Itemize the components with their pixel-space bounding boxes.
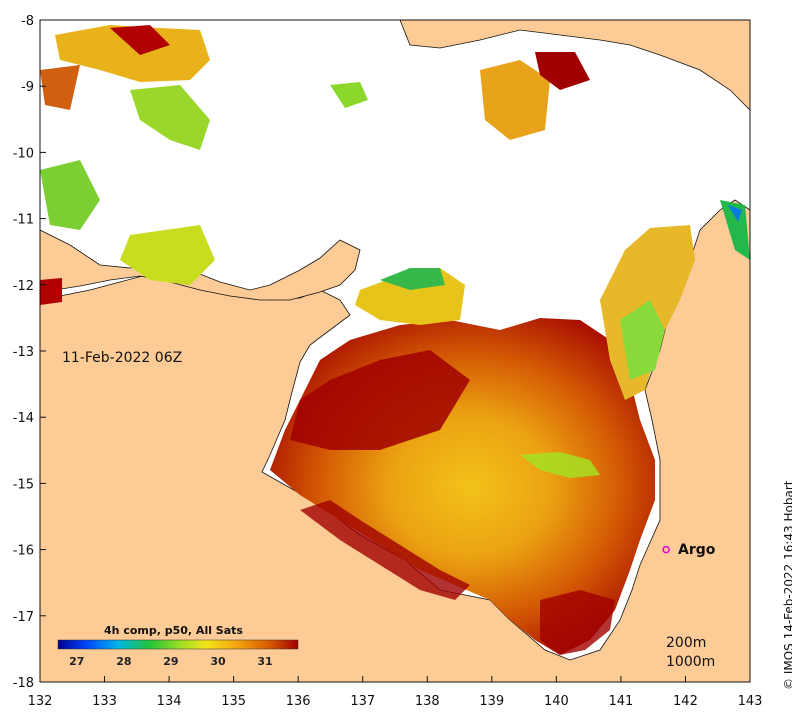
x-tick-label: 139 [479,694,504,709]
x-tick-label: 132 [28,694,53,709]
y-tick-label: -9 [21,80,34,95]
y-tick-label: -11 [13,213,34,228]
y-tick-label: -15 [13,477,34,492]
x-tick-label: 138 [415,694,440,709]
x-tick-label: 143 [738,694,763,709]
date-label: 11-Feb-2022 06Z [62,350,183,366]
colorbar-tick-label: 31 [257,655,272,668]
x-tick-label: 136 [286,694,311,709]
depth-label-1000m: 1000m [666,654,716,670]
y-tick-label: -13 [13,345,34,360]
colorbar-title: 4h comp, p50, All Sats [104,624,243,637]
y-tick-label: -17 [13,610,34,625]
argo-label: Argo [678,542,716,558]
colorbar-tick-label: 30 [210,655,226,668]
y-tick-label: -16 [13,544,34,559]
argo-marker [662,545,670,554]
depth-label-200m: 200m [666,635,707,651]
colorbar: 27 28 29 30 31 [57,639,299,668]
y-tick-label: -18 [13,676,34,691]
credit-text: © IMOS 14-Feb-2022 16:43 Hobart [782,480,792,690]
x-tick-label: 140 [544,694,569,709]
colorbar-tick-label: 27 [69,655,84,668]
x-axis-ticks: 132 133 134 135 136 137 138 139 140 141 142 143 [28,676,763,709]
y-tick-label: -14 [13,411,34,426]
colorbar-tick-label: 28 [116,655,131,668]
x-tick-label: 142 [673,694,698,709]
x-tick-label: 137 [350,694,375,709]
y-tick-label: -10 [13,146,34,161]
y-tick-label: -12 [13,279,34,294]
x-tick-label: 133 [92,694,117,709]
x-tick-label: 135 [221,694,246,709]
sst-field [40,25,750,655]
x-tick-label: 134 [157,694,182,709]
colorbar-tick-label: 29 [163,655,178,668]
x-tick-label: 141 [608,694,633,709]
y-tick-label: -8 [21,14,34,29]
y-axis-ticks: -8 -9 -10 -11 -12 -13 -14 -15 -16 -17 -18 [13,14,46,691]
